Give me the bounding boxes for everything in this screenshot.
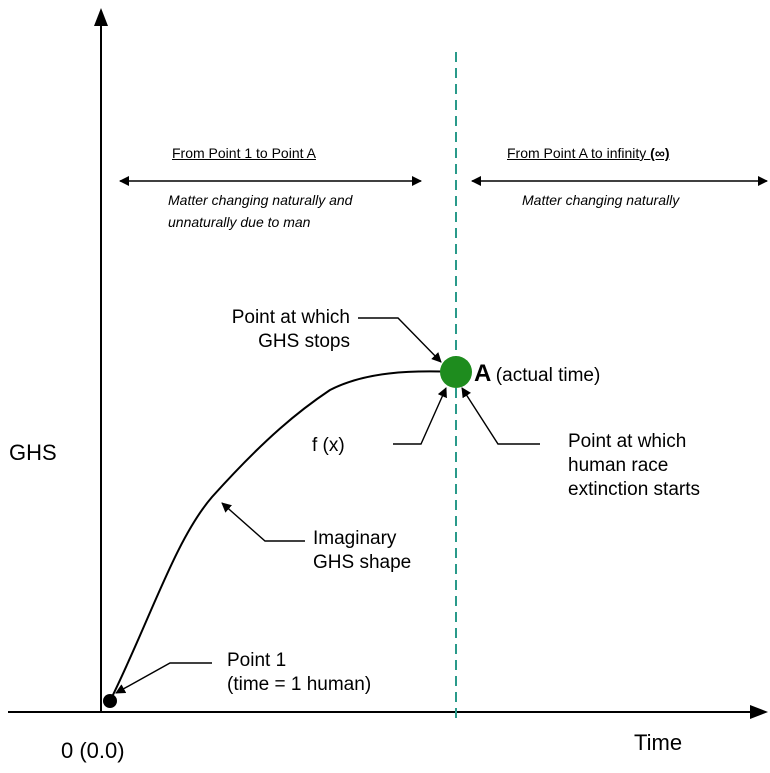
point-1-line-1: Point 1 bbox=[227, 650, 287, 671]
shape-label: Imaginary GHS shape bbox=[313, 527, 411, 575]
ghs-curve bbox=[109, 370, 457, 702]
right-region-desc: Matter changing naturally bbox=[522, 192, 680, 208]
ghs-stops-leader bbox=[358, 317, 442, 363]
extinction-label: Point at which human race extinction sta… bbox=[568, 430, 700, 502]
left-region-desc-2: unnaturally due to man bbox=[168, 214, 311, 230]
y-axis-label: GHS bbox=[9, 440, 57, 465]
point-1-label: Point 1 (time = 1 human) bbox=[227, 649, 371, 697]
right-region-title-text: From Point A to infinity bbox=[507, 145, 651, 161]
function-label: f (x) bbox=[312, 435, 345, 456]
point-1-leader bbox=[115, 662, 212, 694]
ghs-stops-line-2: GHS stops bbox=[258, 331, 350, 352]
infinity-symbol: (∞) bbox=[650, 145, 670, 161]
x-axis-arrowhead bbox=[750, 705, 768, 719]
shape-line-2: GHS shape bbox=[313, 552, 412, 573]
point-a-label: A (actual time) bbox=[474, 360, 600, 388]
function-leader bbox=[393, 387, 447, 445]
point-a-dot bbox=[440, 356, 472, 388]
shape-leader bbox=[221, 502, 305, 542]
y-axis-arrowhead bbox=[94, 8, 108, 26]
point-a-letter: A bbox=[474, 360, 492, 387]
left-region-title: From Point 1 to Point A bbox=[172, 145, 316, 161]
right-region-title: From Point A to infinity (∞) bbox=[507, 145, 669, 161]
extinction-line-1: Point at which bbox=[568, 431, 687, 452]
ghs-stops-line-1: Point at which bbox=[231, 307, 350, 328]
point-a-note: (actual time) bbox=[495, 365, 601, 386]
left-region-desc-1: Matter changing naturally and bbox=[168, 192, 353, 208]
origin-label: 0 (0.0) bbox=[61, 738, 125, 763]
extinction-leader bbox=[461, 387, 540, 445]
ghs-stops-label: Point at which GHS stops bbox=[170, 306, 350, 354]
point-1-dot bbox=[103, 694, 117, 708]
shape-line-1: Imaginary bbox=[313, 528, 397, 549]
extinction-line-3: extinction starts bbox=[568, 479, 700, 500]
x-axis-label: Time bbox=[634, 730, 683, 755]
extinction-line-2: human race bbox=[568, 455, 669, 476]
point-1-line-2: (time = 1 human) bbox=[227, 674, 372, 695]
